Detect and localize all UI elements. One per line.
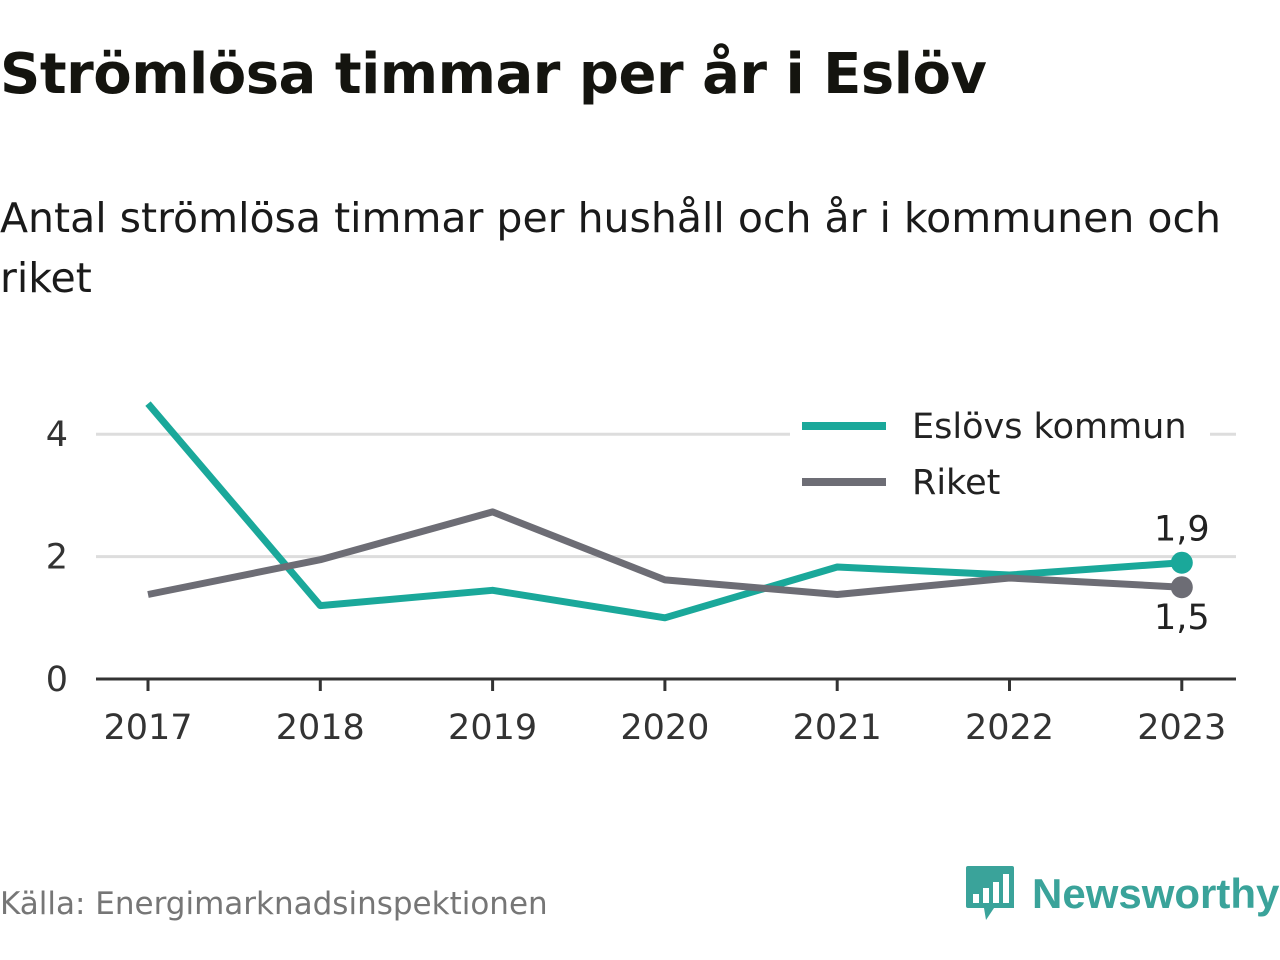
end-point-eslovs-kommun (1170, 551, 1193, 574)
source-note: Källa: Energimarknadsinspektionen (0, 886, 548, 922)
newsworthy-logo-icon (966, 866, 1014, 920)
chart-subtitle: Antal strömlösa timmar per hushåll och å… (0, 194, 1221, 302)
x-tick-label-2023: 2023 (1137, 708, 1226, 748)
chart-title: Strömlösa timmar per år i Eslöv (0, 42, 987, 107)
x-tick-label-2020: 2020 (620, 708, 709, 748)
y-tick-label-0: 0 (46, 660, 68, 700)
y-tick-label-2: 2 (46, 538, 68, 578)
legend-label-riket: Riket (912, 463, 1000, 503)
x-tick-label-2022: 2022 (965, 708, 1054, 748)
x-tick-label-2019: 2019 (448, 708, 537, 748)
y-tick-label-4: 4 (46, 415, 68, 455)
series-line-riket (147, 508, 1182, 598)
data-labels: 1,9 1,5 (1154, 510, 1210, 638)
legend: Eslövs kommun Riket (790, 405, 1210, 505)
x-tick-label-2017: 2017 (103, 708, 192, 748)
end-point-riket (1170, 576, 1193, 599)
legend-background (790, 405, 1210, 505)
data-label-riket: 1,5 (1154, 598, 1210, 638)
brand-logo: Newsworthy (964, 864, 1279, 924)
data-label-eslovs-kommun: 1,9 (1154, 510, 1210, 550)
line-chart: 0 2 4 2017 2018 2019 2020 2021 2022 2023 Eslövs k… (46, 401, 1236, 748)
x-tick-label-2018: 2018 (276, 708, 365, 748)
legend-label-eslovs-kommun: Eslövs kommun (912, 407, 1187, 447)
x-tick-label-2021: 2021 (793, 708, 882, 748)
brand-name: Newsworthy (1032, 870, 1280, 917)
axes: 0 2 4 2017 2018 2019 2020 2021 2022 2023 (46, 415, 1236, 748)
series-lines (145, 401, 1183, 622)
